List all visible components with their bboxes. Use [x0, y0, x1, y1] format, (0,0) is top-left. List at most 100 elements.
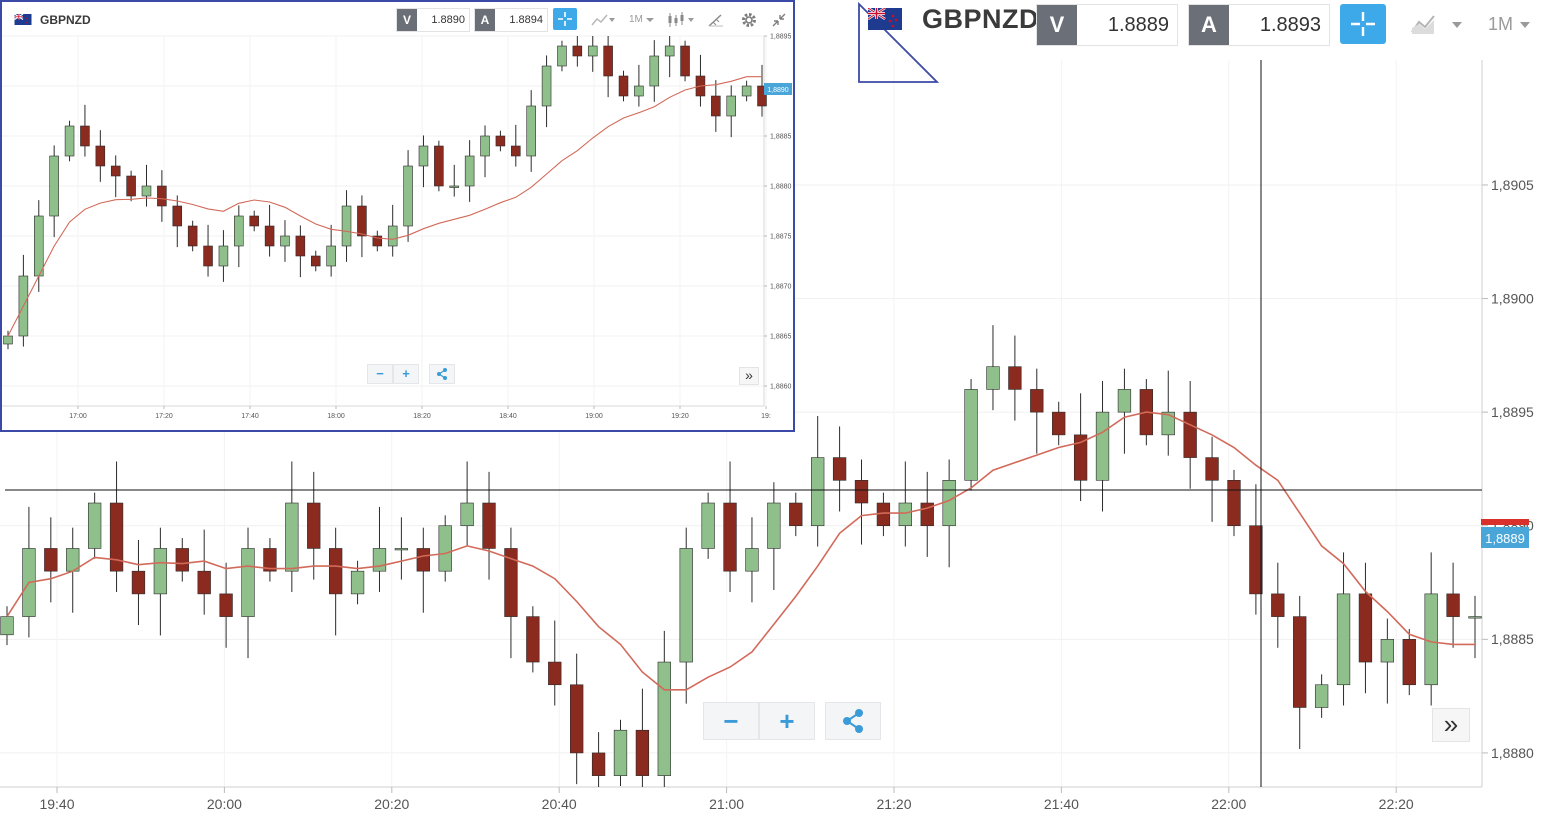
main-candle-body	[416, 548, 430, 572]
buy-quote-button[interactable]: A 1.8893	[1188, 4, 1330, 46]
main-candle-body	[1293, 616, 1307, 708]
crosshair-icon	[558, 12, 572, 26]
main-candle-body	[570, 684, 584, 754]
inset-crosshair-button[interactable]	[553, 8, 577, 30]
inset-x-tick-label: 18:20	[413, 413, 431, 420]
draw-icon[interactable]	[707, 12, 725, 28]
inset-candle-body	[218, 245, 229, 267]
inset-candle-body	[157, 185, 167, 207]
inset-candle-body	[310, 255, 321, 267]
inset-candles	[3, 36, 767, 350]
main-candle-body	[1205, 457, 1219, 481]
share-button[interactable]	[825, 702, 881, 740]
main-x-tick-label: 19:40	[39, 796, 74, 812]
main-candle-body	[109, 502, 124, 572]
inset-candle-body	[264, 225, 275, 247]
main-candle-body	[1271, 593, 1285, 617]
buy-price: 1.8893	[1259, 14, 1321, 36]
inset-candle-body	[572, 45, 583, 57]
inset-candle-body	[418, 145, 429, 167]
inset-candle-body	[618, 75, 629, 97]
candlestick-icon[interactable]	[666, 11, 696, 29]
inset-buy-quote-button[interactable]: A 1.8894	[474, 8, 548, 32]
main-candle-body	[1008, 366, 1022, 390]
main-candle-body	[701, 502, 715, 549]
inset-candle-body	[649, 55, 660, 87]
main-zoom-controls: − +	[703, 702, 881, 740]
inset-x-tick-label: 17:40	[241, 413, 259, 420]
inset-zoom-in-button[interactable]: +	[393, 364, 419, 384]
inset-candle-body	[449, 185, 460, 188]
inset-candle-body	[64, 125, 75, 157]
price-tag-text: 1,8889	[1485, 531, 1525, 546]
chart-type-icon[interactable]	[1410, 12, 1444, 36]
main-candle-body	[0, 616, 14, 636]
main-candle-body	[44, 548, 58, 572]
inset-candle-body	[280, 235, 290, 247]
share-icon	[843, 709, 863, 733]
inset-chart-panel: 1,8895 1,8890 1,8885 1,8880 1,8875 1,8870 1,88…	[0, 0, 795, 432]
flag-icon	[14, 14, 32, 25]
share-icon	[437, 368, 447, 380]
gear-icon[interactable]	[740, 11, 758, 29]
chart-type-icon[interactable]	[590, 12, 616, 28]
inset-zoom-out-button[interactable]: −	[367, 364, 393, 384]
inset-zoom-controls: − +	[367, 364, 455, 384]
main-candle-body	[1358, 593, 1373, 663]
inset-y-tick-label: 1,8880	[770, 183, 792, 190]
main-y-tick-label: 1,8880	[1491, 745, 1534, 761]
collapse-icon[interactable]	[770, 11, 788, 29]
inset-buy-price: 1.8894	[509, 14, 543, 26]
flag-icon	[868, 8, 902, 30]
inset-chart[interactable]: 1,8895 1,8890 1,8885 1,8880 1,8875 1,8870 1,88…	[2, 2, 793, 430]
inset-candle-body	[664, 45, 675, 57]
main-x-tick-label: 20:20	[374, 796, 409, 812]
main-candle-body	[329, 548, 343, 595]
inset-candle-body	[80, 125, 90, 147]
inset-sell-price: 1.8890	[431, 14, 465, 26]
main-candle-body	[635, 729, 650, 776]
chevron-down-icon[interactable]	[1450, 12, 1464, 36]
main-x-tick-label: 20:00	[207, 796, 242, 812]
main-candle-body	[482, 502, 496, 549]
chevron-down-icon[interactable]	[1518, 12, 1532, 36]
inset-x-tick-label: 18:00	[327, 413, 345, 420]
main-y-tick-label: 1,8885	[1491, 631, 1534, 647]
main-toolbar: GBPNZD V 1.8889 A 1.8893 1M	[858, 0, 1542, 50]
inset-candle-body	[726, 95, 736, 117]
zoom-out-button[interactable]: −	[703, 702, 759, 740]
main-candle-body	[1336, 593, 1351, 686]
chevron-down-icon[interactable]	[645, 12, 655, 28]
inset-share-button[interactable]	[429, 364, 455, 384]
scroll-to-latest-button[interactable]: »	[1432, 708, 1470, 742]
inset-candle-body	[172, 205, 183, 227]
inset-candle-body	[341, 205, 352, 247]
main-candle-body	[789, 502, 803, 527]
main-candle-body	[591, 752, 606, 776]
inset-candle-body	[526, 105, 536, 157]
inset-candle-body	[126, 175, 136, 197]
sell-quote-button[interactable]: V 1.8889	[1036, 4, 1178, 46]
inset-candle-body	[49, 155, 59, 217]
inset-x-tick-label: 19:20	[671, 413, 689, 420]
main-candle-body	[898, 502, 912, 527]
inset-sell-quote-button[interactable]: V 1.8890	[396, 8, 470, 32]
crosshair-button[interactable]	[1340, 4, 1386, 44]
inset-x-tick-label: 17:00	[69, 413, 87, 420]
inset-candle-body	[634, 85, 644, 97]
zoom-in-button[interactable]: +	[759, 702, 815, 740]
main-candle-body	[942, 479, 956, 527]
main-candle-body	[263, 548, 277, 572]
inset-x-tick-label: 17:20	[155, 413, 173, 420]
main-y-tick-label: 1,8895	[1491, 404, 1534, 420]
inset-scroll-to-latest-button[interactable]: »	[739, 367, 759, 385]
main-candle-body	[613, 729, 628, 776]
inset-candle-body	[326, 245, 336, 267]
inset-price-tag-text: 1,8890	[767, 87, 789, 94]
main-candle-body	[219, 593, 233, 617]
inset-timeframe-selector[interactable]: 1M	[629, 14, 643, 25]
timeframe-selector[interactable]: 1M	[1488, 14, 1514, 34]
inset-candle-body	[234, 215, 244, 247]
